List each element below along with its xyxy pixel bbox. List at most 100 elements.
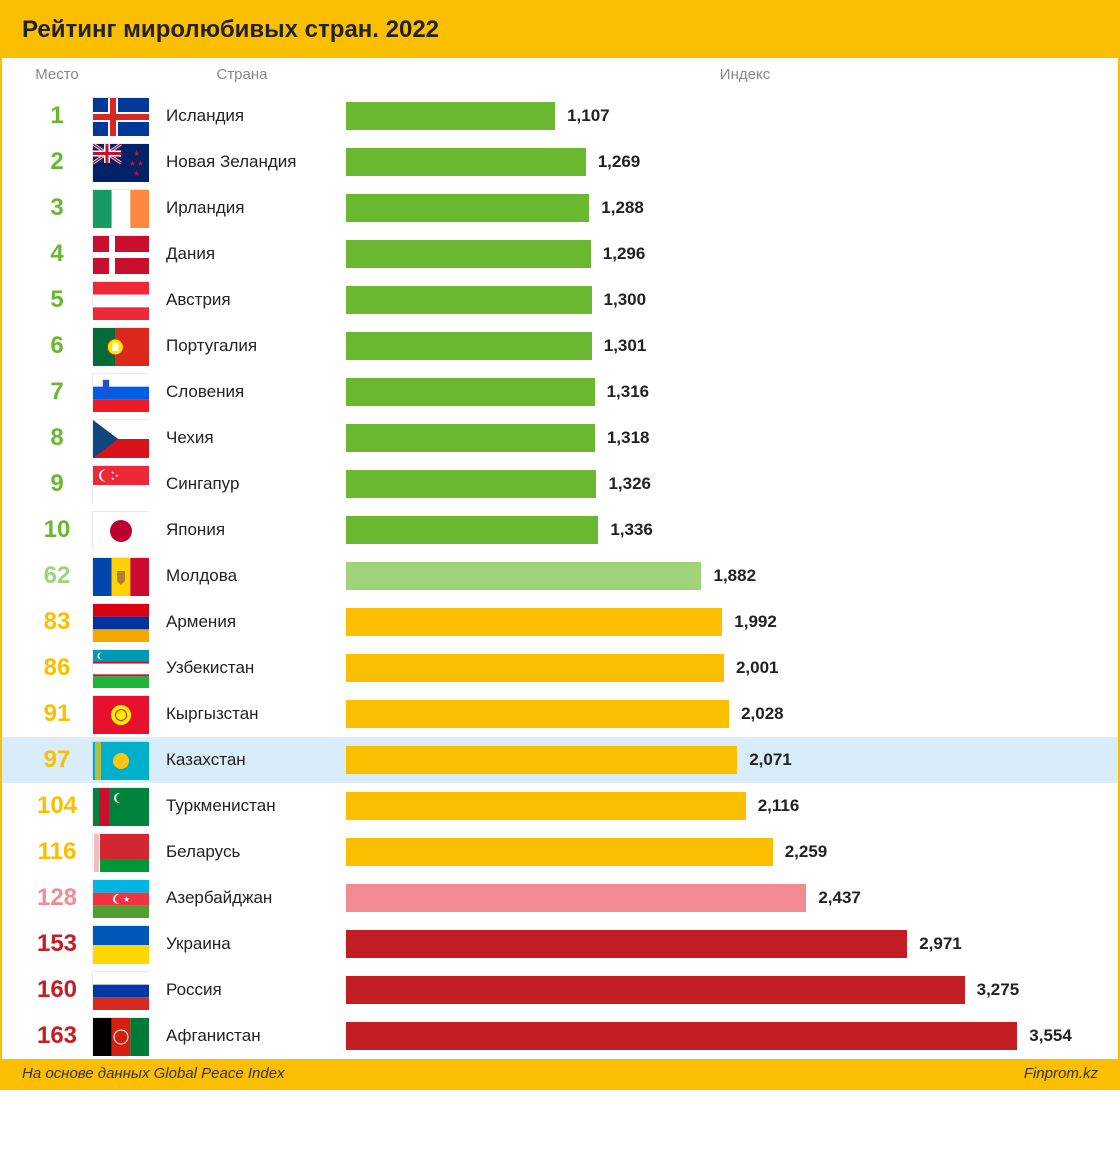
country-cell: Сингапур: [166, 474, 346, 494]
flag-icon: [92, 557, 148, 595]
country-cell: Исландия: [166, 106, 346, 126]
rank-cell: 160: [22, 976, 92, 1004]
country-cell: Новая Зеландия: [166, 152, 346, 172]
country-cell: Дания: [166, 244, 346, 264]
bar-area: 2,971: [346, 930, 1098, 958]
bar-area: 1,882: [346, 562, 1098, 590]
bar: [346, 562, 701, 590]
rank-cell: 163: [22, 1022, 92, 1050]
value-label: 1,107: [567, 106, 610, 126]
table-row: 128★ Азербайджан2,437: [2, 875, 1118, 921]
bar-area: 1,300: [346, 286, 1098, 314]
table-row: 3Ирландия1,288: [2, 185, 1118, 231]
value-label: 1,300: [604, 290, 647, 310]
bar: [346, 838, 773, 866]
country-cell: Австрия: [166, 290, 346, 310]
flag-icon: [92, 787, 148, 825]
value-label: 1,336: [610, 520, 653, 540]
table-row: 9★★★Сингапур1,326: [2, 461, 1118, 507]
rank-cell: 86: [22, 654, 92, 682]
flag-icon: [92, 281, 148, 319]
bar-area: 1,107: [346, 102, 1098, 130]
chart-title: Рейтинг миролюбивых стран. 2022: [22, 16, 1098, 44]
table-row: 160 Россия 3,275: [2, 967, 1118, 1013]
table-row: 83 Армения1,992: [2, 599, 1118, 645]
flag-icon: ★★★★: [92, 143, 148, 181]
svg-text:★: ★: [111, 476, 115, 481]
bar-area: 1,296: [346, 240, 1098, 268]
rank-cell: 9: [22, 470, 92, 498]
table-row: 86Узбекистан2,001: [2, 645, 1118, 691]
svg-text:★: ★: [115, 473, 119, 478]
value-label: 2,001: [736, 658, 779, 678]
value-label: 1,882: [713, 566, 756, 586]
column-headers: Место Страна Индекс: [2, 58, 1118, 93]
bar: [346, 884, 806, 912]
table-row: 104Туркменистан2,116: [2, 783, 1118, 829]
flag-icon: ★: [92, 879, 148, 917]
bar-area: 3,275: [346, 976, 1098, 1004]
flag-icon: [92, 419, 148, 457]
rank-cell: 83: [22, 608, 92, 636]
country-cell: Азербайджан: [166, 888, 346, 908]
table-row: 97Казахстан2,071: [2, 737, 1118, 783]
country-cell: Армения: [166, 612, 346, 632]
flag-icon: [92, 833, 148, 871]
bar: [346, 516, 598, 544]
country-cell: Словения: [166, 382, 346, 402]
rank-cell: 1: [22, 102, 92, 130]
bar-area: 2,001: [346, 654, 1098, 682]
bar: [346, 930, 907, 958]
flag-icon: [92, 373, 148, 411]
table-row: 6Португалия1,301: [2, 323, 1118, 369]
country-cell: Туркменистан: [166, 796, 346, 816]
rank-cell: 128: [22, 884, 92, 912]
chart-footer: На основе данных Global Peace Index Finp…: [2, 1059, 1118, 1088]
bar: [346, 148, 586, 176]
table-row: 163Афганистан3,554: [2, 1013, 1118, 1059]
bar: [346, 976, 965, 1004]
flag-icon: [92, 603, 148, 641]
value-label: 3,275: [977, 980, 1020, 1000]
bar-area: 2,071: [346, 746, 1098, 774]
value-label: 2,028: [741, 704, 784, 724]
flag-icon: [92, 1017, 148, 1055]
bar-area: 2,028: [346, 700, 1098, 728]
value-label: 2,971: [919, 934, 962, 954]
bar: [346, 746, 737, 774]
rank-cell: 2: [22, 148, 92, 176]
value-label: 2,259: [785, 842, 828, 862]
country-cell: Ирландия: [166, 198, 346, 218]
flag-icon: [92, 327, 148, 365]
bar: [346, 286, 592, 314]
country-cell: Россия: [166, 980, 346, 1000]
bar-area: 2,437: [346, 884, 1098, 912]
country-cell: Украина: [166, 934, 346, 954]
svg-text:★: ★: [133, 149, 140, 158]
table-row: 116Беларусь2,259: [2, 829, 1118, 875]
bar: [346, 332, 592, 360]
value-label: 1,316: [607, 382, 650, 402]
country-cell: Чехия: [166, 428, 346, 448]
country-cell: Кыргызстан: [166, 704, 346, 724]
value-label: 1,269: [598, 152, 641, 172]
country-cell: Япония: [166, 520, 346, 540]
table-row: 8Чехия1,318: [2, 415, 1118, 461]
flag-icon: ★★★: [92, 465, 148, 503]
table-row: 153Украина2,971: [2, 921, 1118, 967]
bar: [346, 424, 595, 452]
bar-area: 3,554: [346, 1022, 1098, 1050]
footer-brand: Finprom.kz: [1024, 1065, 1098, 1082]
value-label: 1,301: [604, 336, 647, 356]
bar-area: 1,992: [346, 608, 1098, 636]
table-row: 7Словения1,316: [2, 369, 1118, 415]
col-header-rank: Место: [22, 66, 92, 83]
rows-container: 1Исландия1,1072★★★★Новая Зеландия1,2693И…: [2, 93, 1118, 1059]
bar-area: 2,259: [346, 838, 1098, 866]
bar: [346, 654, 724, 682]
flag-icon: [92, 971, 148, 1009]
table-row: 1 Исландия 1,107: [2, 93, 1118, 139]
value-label: 1,296: [603, 244, 646, 264]
rank-cell: 116: [22, 838, 92, 866]
rank-cell: 6: [22, 332, 92, 360]
